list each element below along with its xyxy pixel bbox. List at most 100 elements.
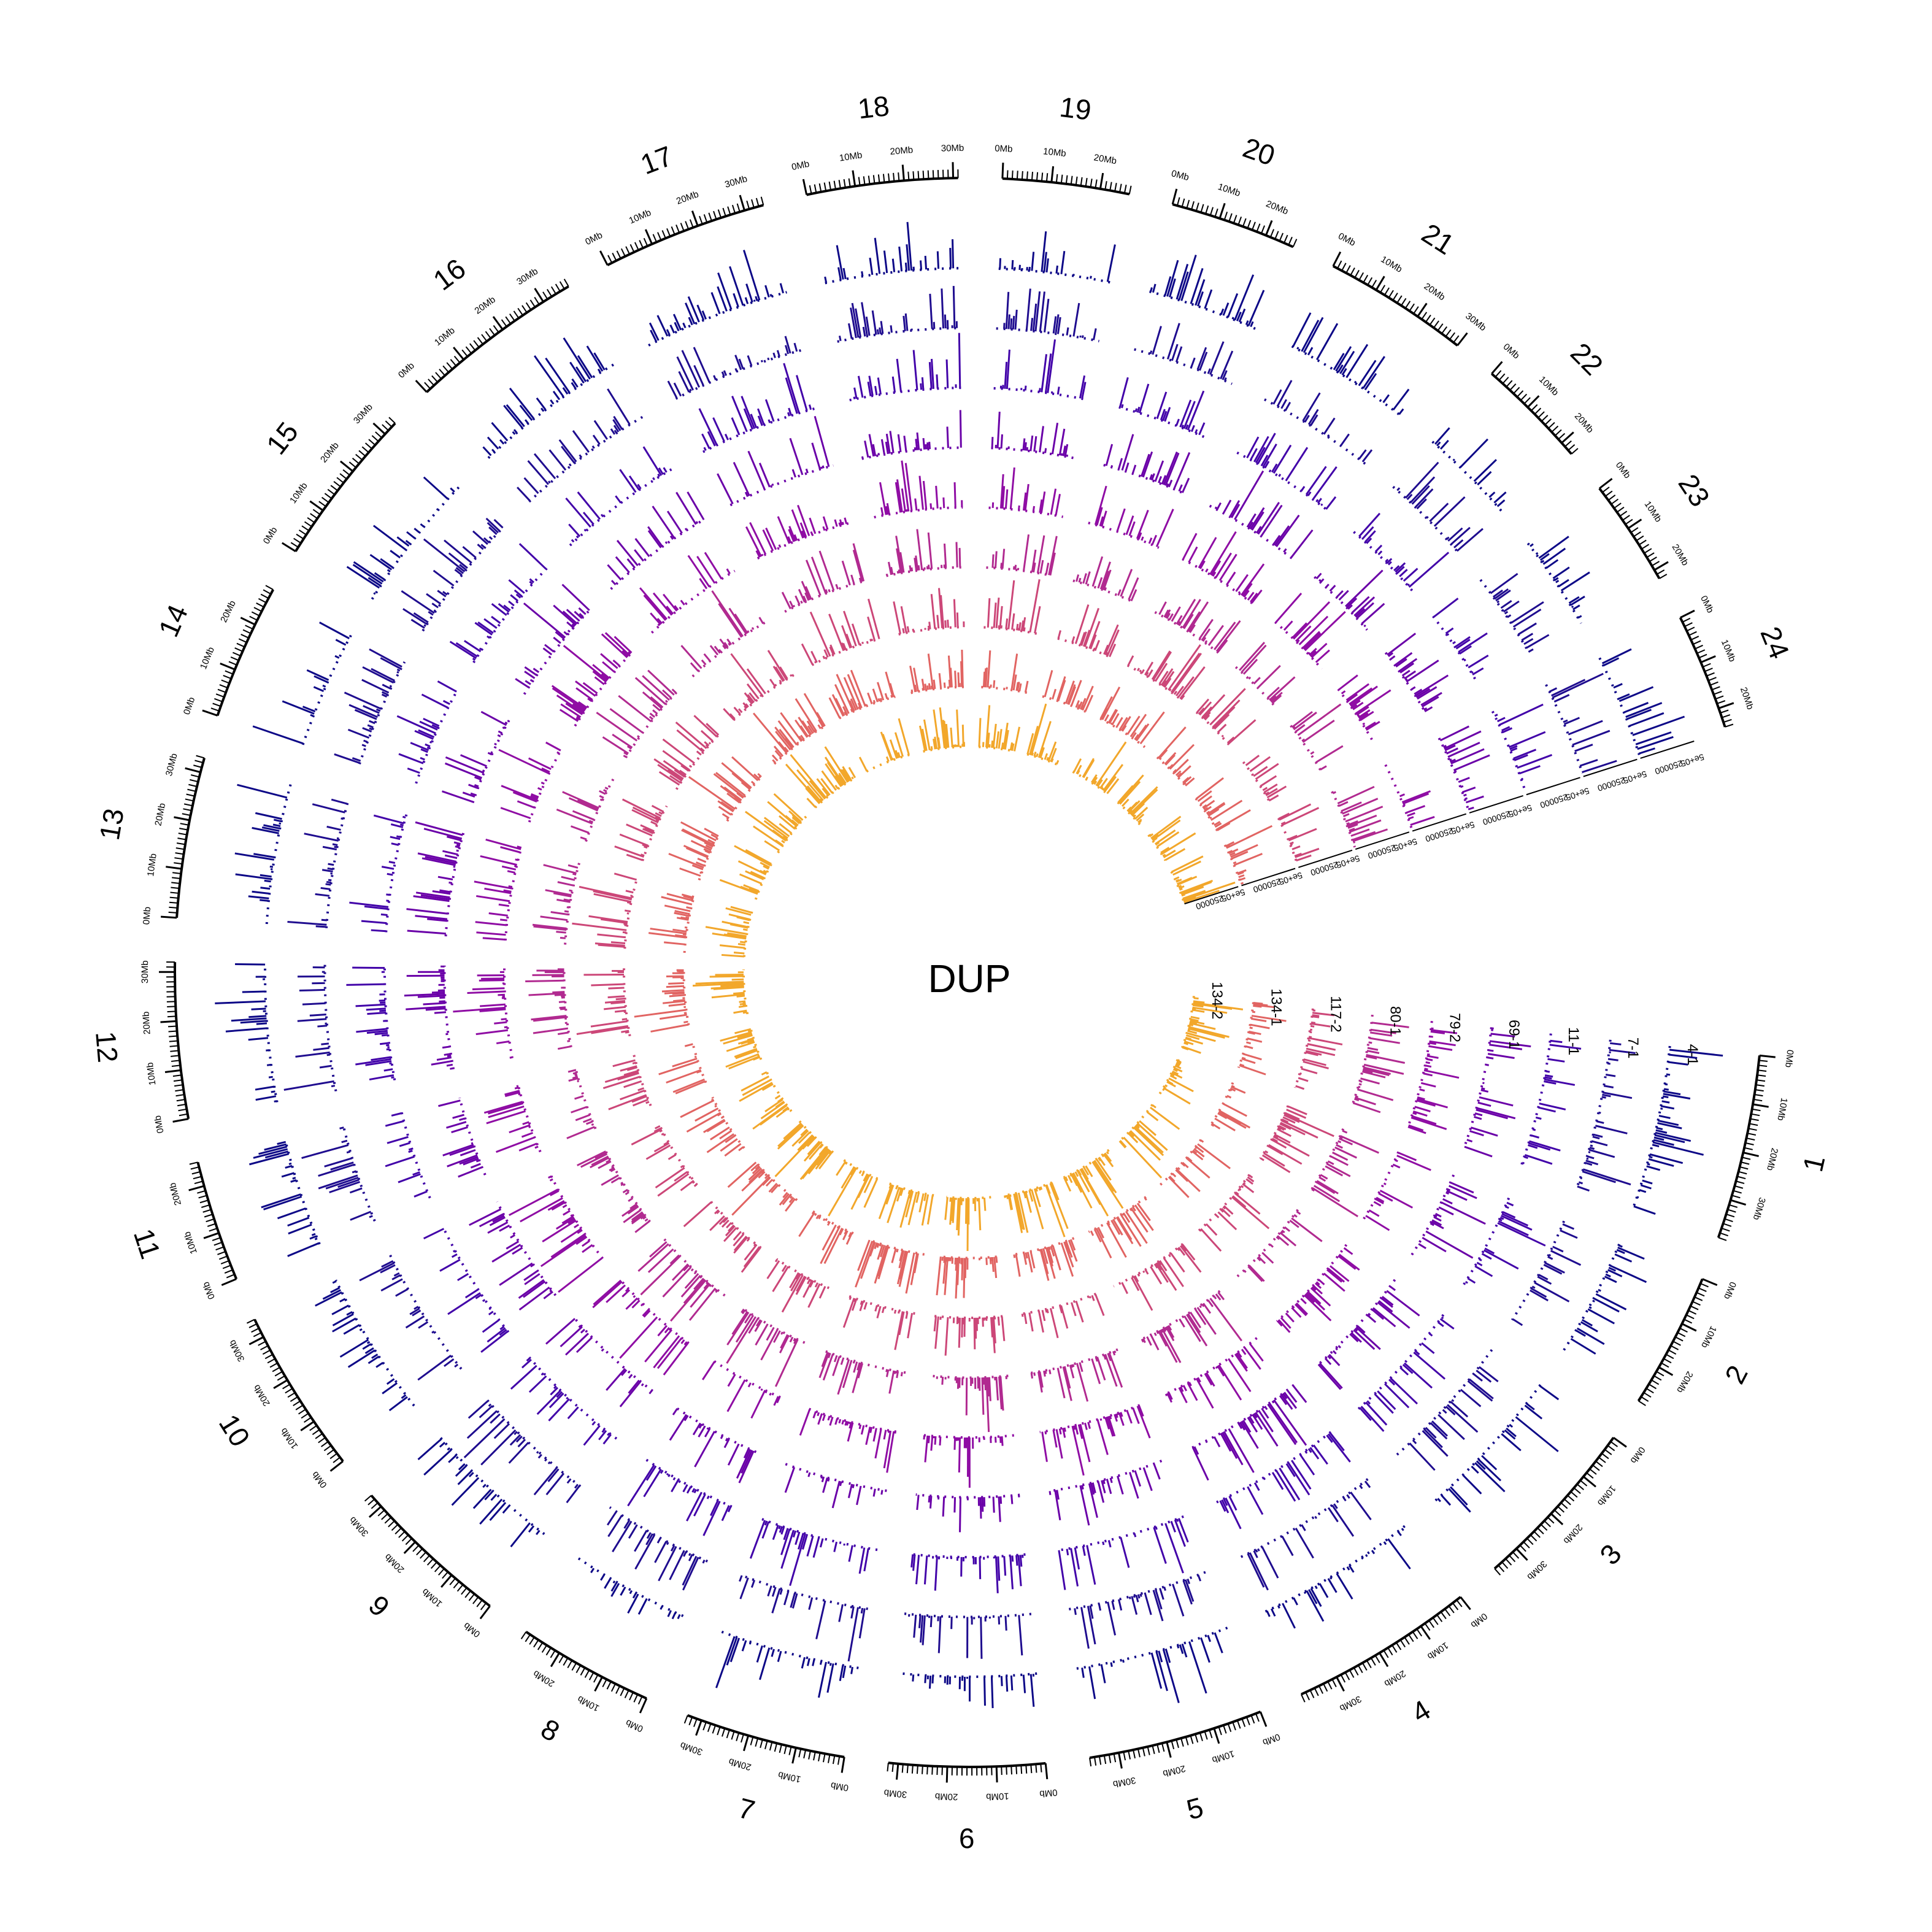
sv-bar	[1450, 1181, 1474, 1194]
sv-bar	[332, 843, 338, 846]
sv-bar	[1073, 1425, 1076, 1430]
sv-bar	[1338, 590, 1349, 601]
sv-bar	[695, 521, 699, 524]
tick-mark	[594, 1676, 603, 1692]
tick-mark	[1758, 1069, 1767, 1072]
sv-bar	[1121, 798, 1130, 807]
sv-bar	[1223, 1431, 1244, 1466]
sv-bar	[1470, 1126, 1498, 1137]
sv-bar	[669, 535, 674, 540]
sv-bar	[851, 623, 861, 645]
sv-bar	[253, 853, 275, 858]
sv-bar	[645, 1144, 671, 1160]
sv-bar	[631, 1214, 645, 1225]
tick-mark	[175, 1094, 185, 1097]
sv-bar	[634, 1220, 650, 1233]
sv-bar	[901, 488, 907, 512]
sv-bar	[626, 901, 631, 904]
sv-bar	[1544, 1080, 1557, 1085]
tick-mark	[228, 661, 237, 666]
sv-bar	[652, 477, 655, 480]
chromosome-arc	[1089, 1711, 1261, 1760]
sv-bar	[1214, 1117, 1236, 1131]
sv-bar	[793, 604, 796, 607]
sv-bar	[945, 723, 950, 748]
tick-mark	[567, 1660, 573, 1669]
sv-bar	[448, 1454, 457, 1463]
sv-bar	[565, 1333, 589, 1356]
sv-bar	[1005, 1195, 1008, 1198]
sv-bar	[920, 260, 923, 270]
sv-bar	[893, 601, 901, 634]
sv-bar	[1524, 1404, 1543, 1420]
tick-mark	[260, 1345, 269, 1350]
sv-bar	[499, 1224, 510, 1232]
sv-bar	[927, 532, 933, 569]
sv-bar	[507, 870, 515, 874]
sv-bar	[1477, 471, 1492, 486]
sv-bar	[1030, 318, 1034, 331]
tick-mark	[177, 837, 187, 841]
sv-bar	[1409, 1442, 1436, 1471]
sv-bar	[1195, 777, 1224, 800]
sv-bar	[488, 1307, 491, 1310]
sv-bar	[1205, 1440, 1208, 1444]
sv-bar	[1253, 1412, 1258, 1418]
sv-bar	[449, 1145, 475, 1157]
chromosome-label: 12	[90, 1030, 124, 1064]
sv-bar	[849, 1296, 852, 1300]
sv-bar	[1136, 668, 1140, 672]
sv-bar	[747, 450, 766, 490]
sv-bar	[681, 829, 714, 847]
sv-bar	[1168, 613, 1174, 621]
sv-bar	[1417, 1098, 1448, 1109]
sv-bar	[701, 310, 707, 320]
sv-bar	[726, 817, 729, 820]
sv-bar	[1293, 711, 1317, 731]
sv-bar	[1326, 1269, 1342, 1283]
sv-bar	[1495, 589, 1511, 602]
tick-mark	[171, 1055, 180, 1057]
sv-bar	[1660, 1105, 1675, 1110]
sv-bar	[1250, 1023, 1270, 1030]
sv-bar	[1447, 1404, 1479, 1433]
sv-bar	[863, 1178, 879, 1208]
tick-mark	[1498, 1564, 1505, 1572]
sv-bar	[575, 1236, 588, 1245]
sv-bar	[675, 491, 697, 525]
sv-bar	[379, 1009, 387, 1012]
sv-bar	[781, 839, 785, 844]
sv-bar	[706, 1427, 709, 1430]
tick-mark	[1553, 1509, 1561, 1517]
sv-bar	[1272, 444, 1292, 474]
sv-bar	[1366, 537, 1372, 544]
sv-bar	[1363, 1068, 1390, 1076]
sv-bar	[912, 628, 915, 632]
sv-bar	[885, 671, 894, 698]
sv-bar	[373, 814, 404, 825]
sv-bar	[747, 630, 750, 633]
sv-bar	[1164, 752, 1177, 765]
sv-bar	[582, 682, 598, 695]
sv-bar	[1178, 885, 1185, 890]
sv-bar	[1155, 841, 1160, 846]
sv-bar	[1162, 1649, 1180, 1704]
tick-mark	[922, 1765, 923, 1774]
tick-mark	[1370, 1657, 1376, 1666]
sv-bar	[1289, 841, 1294, 845]
sv-bar	[350, 1210, 372, 1221]
sv-bar	[352, 1170, 357, 1174]
sv-bar	[412, 1309, 421, 1317]
sv-bar	[1449, 1185, 1477, 1199]
tick-mark	[1142, 1747, 1145, 1757]
sv-bar	[1235, 574, 1249, 592]
sv-bar	[1057, 680, 1066, 702]
sv-bar	[512, 791, 537, 803]
sv-bar	[1019, 1555, 1023, 1567]
tick-mark	[1737, 1176, 1746, 1180]
sv-bar	[1226, 825, 1273, 849]
sv-bar	[655, 812, 662, 817]
tick-mark	[1245, 1717, 1250, 1726]
sv-bar	[895, 1371, 898, 1374]
sv-bar	[1307, 347, 1314, 356]
